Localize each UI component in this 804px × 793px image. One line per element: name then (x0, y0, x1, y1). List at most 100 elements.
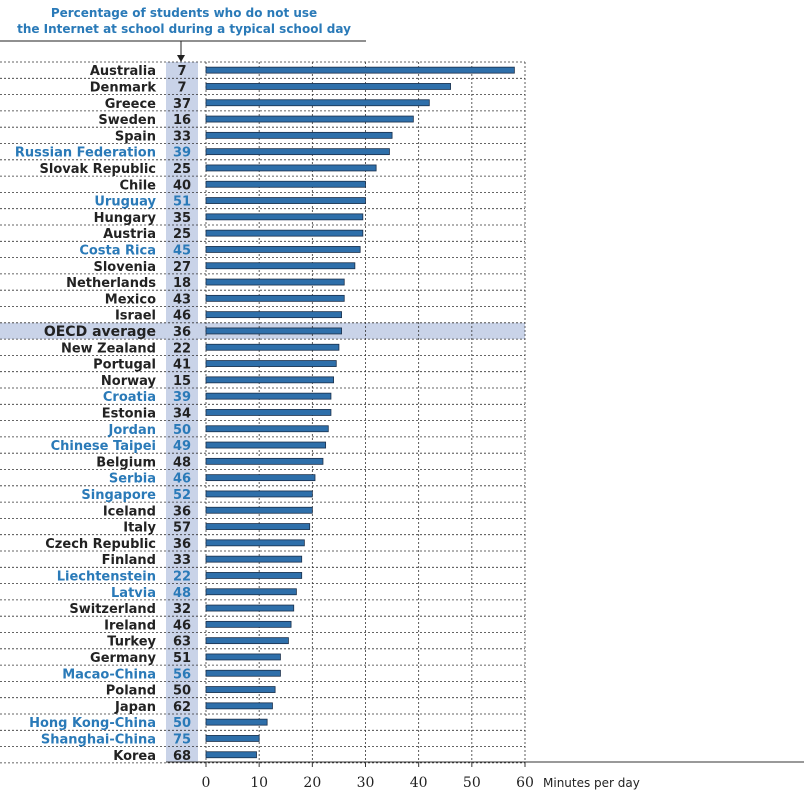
percentage-label: 75 (173, 732, 191, 747)
bar (205, 523, 311, 530)
bar (205, 360, 337, 367)
country-label: Greece (105, 97, 156, 112)
x-tick-label: 20 (303, 775, 321, 791)
country-label: Belgium (96, 455, 156, 470)
percentage-label: 35 (173, 211, 191, 226)
percentage-label: 51 (173, 195, 191, 210)
bar (205, 506, 313, 514)
header: Percentage of students who do not use th… (17, 6, 351, 36)
bar (205, 99, 430, 107)
bar (205, 246, 361, 253)
country-label: Ireland (104, 618, 156, 633)
bar (205, 653, 281, 661)
percentage-label: 15 (173, 374, 191, 389)
country-label: Austria (103, 227, 156, 242)
country-label: Jordan (107, 423, 156, 438)
country-label: Shanghai-China (41, 732, 156, 747)
header-arrow (177, 55, 185, 62)
country-label: Italy (123, 521, 156, 536)
bar (205, 164, 377, 172)
percentage-label: 48 (173, 455, 191, 470)
percentage-label: 16 (173, 113, 191, 128)
bar (205, 327, 342, 335)
bar (205, 669, 281, 677)
percentage-label: 68 (173, 749, 191, 764)
percentage-label: 33 (173, 553, 191, 568)
percentage-label: 50 (173, 423, 191, 438)
country-label: Hong Kong-China (29, 716, 156, 731)
bar (205, 702, 273, 710)
bar (205, 490, 313, 498)
bar (205, 604, 295, 612)
country-label: Singapore (81, 488, 156, 503)
percentage-label: 49 (173, 439, 191, 454)
country-label: Finland (102, 553, 156, 568)
percentage-label: 36 (173, 504, 191, 519)
country-label: OECD average (44, 324, 156, 340)
bar (205, 686, 276, 693)
x-axis-title: Minutes per day (543, 776, 640, 790)
country-label: Portugal (93, 358, 156, 373)
percentage-label: 34 (173, 406, 191, 421)
bar (205, 197, 366, 204)
percentage-label: 25 (173, 162, 191, 177)
country-label: Germany (90, 651, 156, 666)
country-label: Switzerland (69, 602, 156, 617)
percentage-label: 40 (173, 178, 191, 193)
percentage-label: 22 (173, 569, 191, 584)
percentage-label: 51 (173, 651, 191, 666)
country-label: Slovak Republic (40, 162, 156, 177)
bar (205, 441, 327, 449)
bar (205, 262, 356, 270)
bar (205, 637, 289, 645)
percentage-label: 62 (173, 700, 191, 715)
percentage-label: 32 (173, 602, 191, 617)
bar (205, 425, 329, 433)
bars (205, 66, 515, 759)
bar (205, 392, 332, 400)
country-label: Sweden (98, 113, 156, 128)
bar (205, 718, 268, 726)
percentage-label: 36 (173, 325, 191, 340)
bar (205, 735, 260, 742)
percentage-label: 48 (173, 586, 191, 601)
percentage-label: 7 (177, 64, 186, 79)
bar (205, 131, 393, 139)
bar (205, 751, 257, 759)
country-label: Macao-China (62, 667, 156, 682)
x-tick-label: 50 (463, 775, 481, 791)
country-label: Estonia (102, 406, 156, 421)
percentage-label: 41 (173, 358, 191, 373)
percentage-label: 57 (173, 521, 191, 536)
country-label: Russian Federation (15, 146, 156, 161)
country-label: Turkey (107, 635, 156, 650)
percentage-label: 37 (173, 97, 191, 112)
header-line-1: Percentage of students who do not use (51, 6, 317, 20)
bar (205, 376, 334, 384)
country-label: Denmark (90, 80, 157, 95)
percentage-label: 63 (173, 635, 191, 650)
percentage-label: 46 (173, 472, 191, 487)
bar (205, 311, 342, 319)
country-label: Czech Republic (45, 537, 156, 552)
country-label: Iceland (103, 504, 156, 519)
percentage-label: 45 (173, 243, 191, 258)
bar (205, 229, 364, 237)
percentage-label: 46 (173, 618, 191, 633)
x-tick-label: 30 (357, 775, 375, 791)
country-label: Norway (101, 374, 157, 389)
country-label: Liechtenstein (57, 569, 156, 584)
bar (205, 66, 515, 74)
percentage-label: 7 (177, 80, 186, 95)
country-label: Poland (106, 684, 156, 699)
bar (205, 457, 324, 465)
country-label: Croatia (103, 390, 156, 405)
percentage-label: 36 (173, 537, 191, 552)
bar (205, 83, 451, 90)
percentage-label: 18 (173, 276, 191, 291)
bar (205, 278, 345, 286)
country-label: Uruguay (94, 195, 156, 210)
country-label: Netherlands (66, 276, 156, 291)
